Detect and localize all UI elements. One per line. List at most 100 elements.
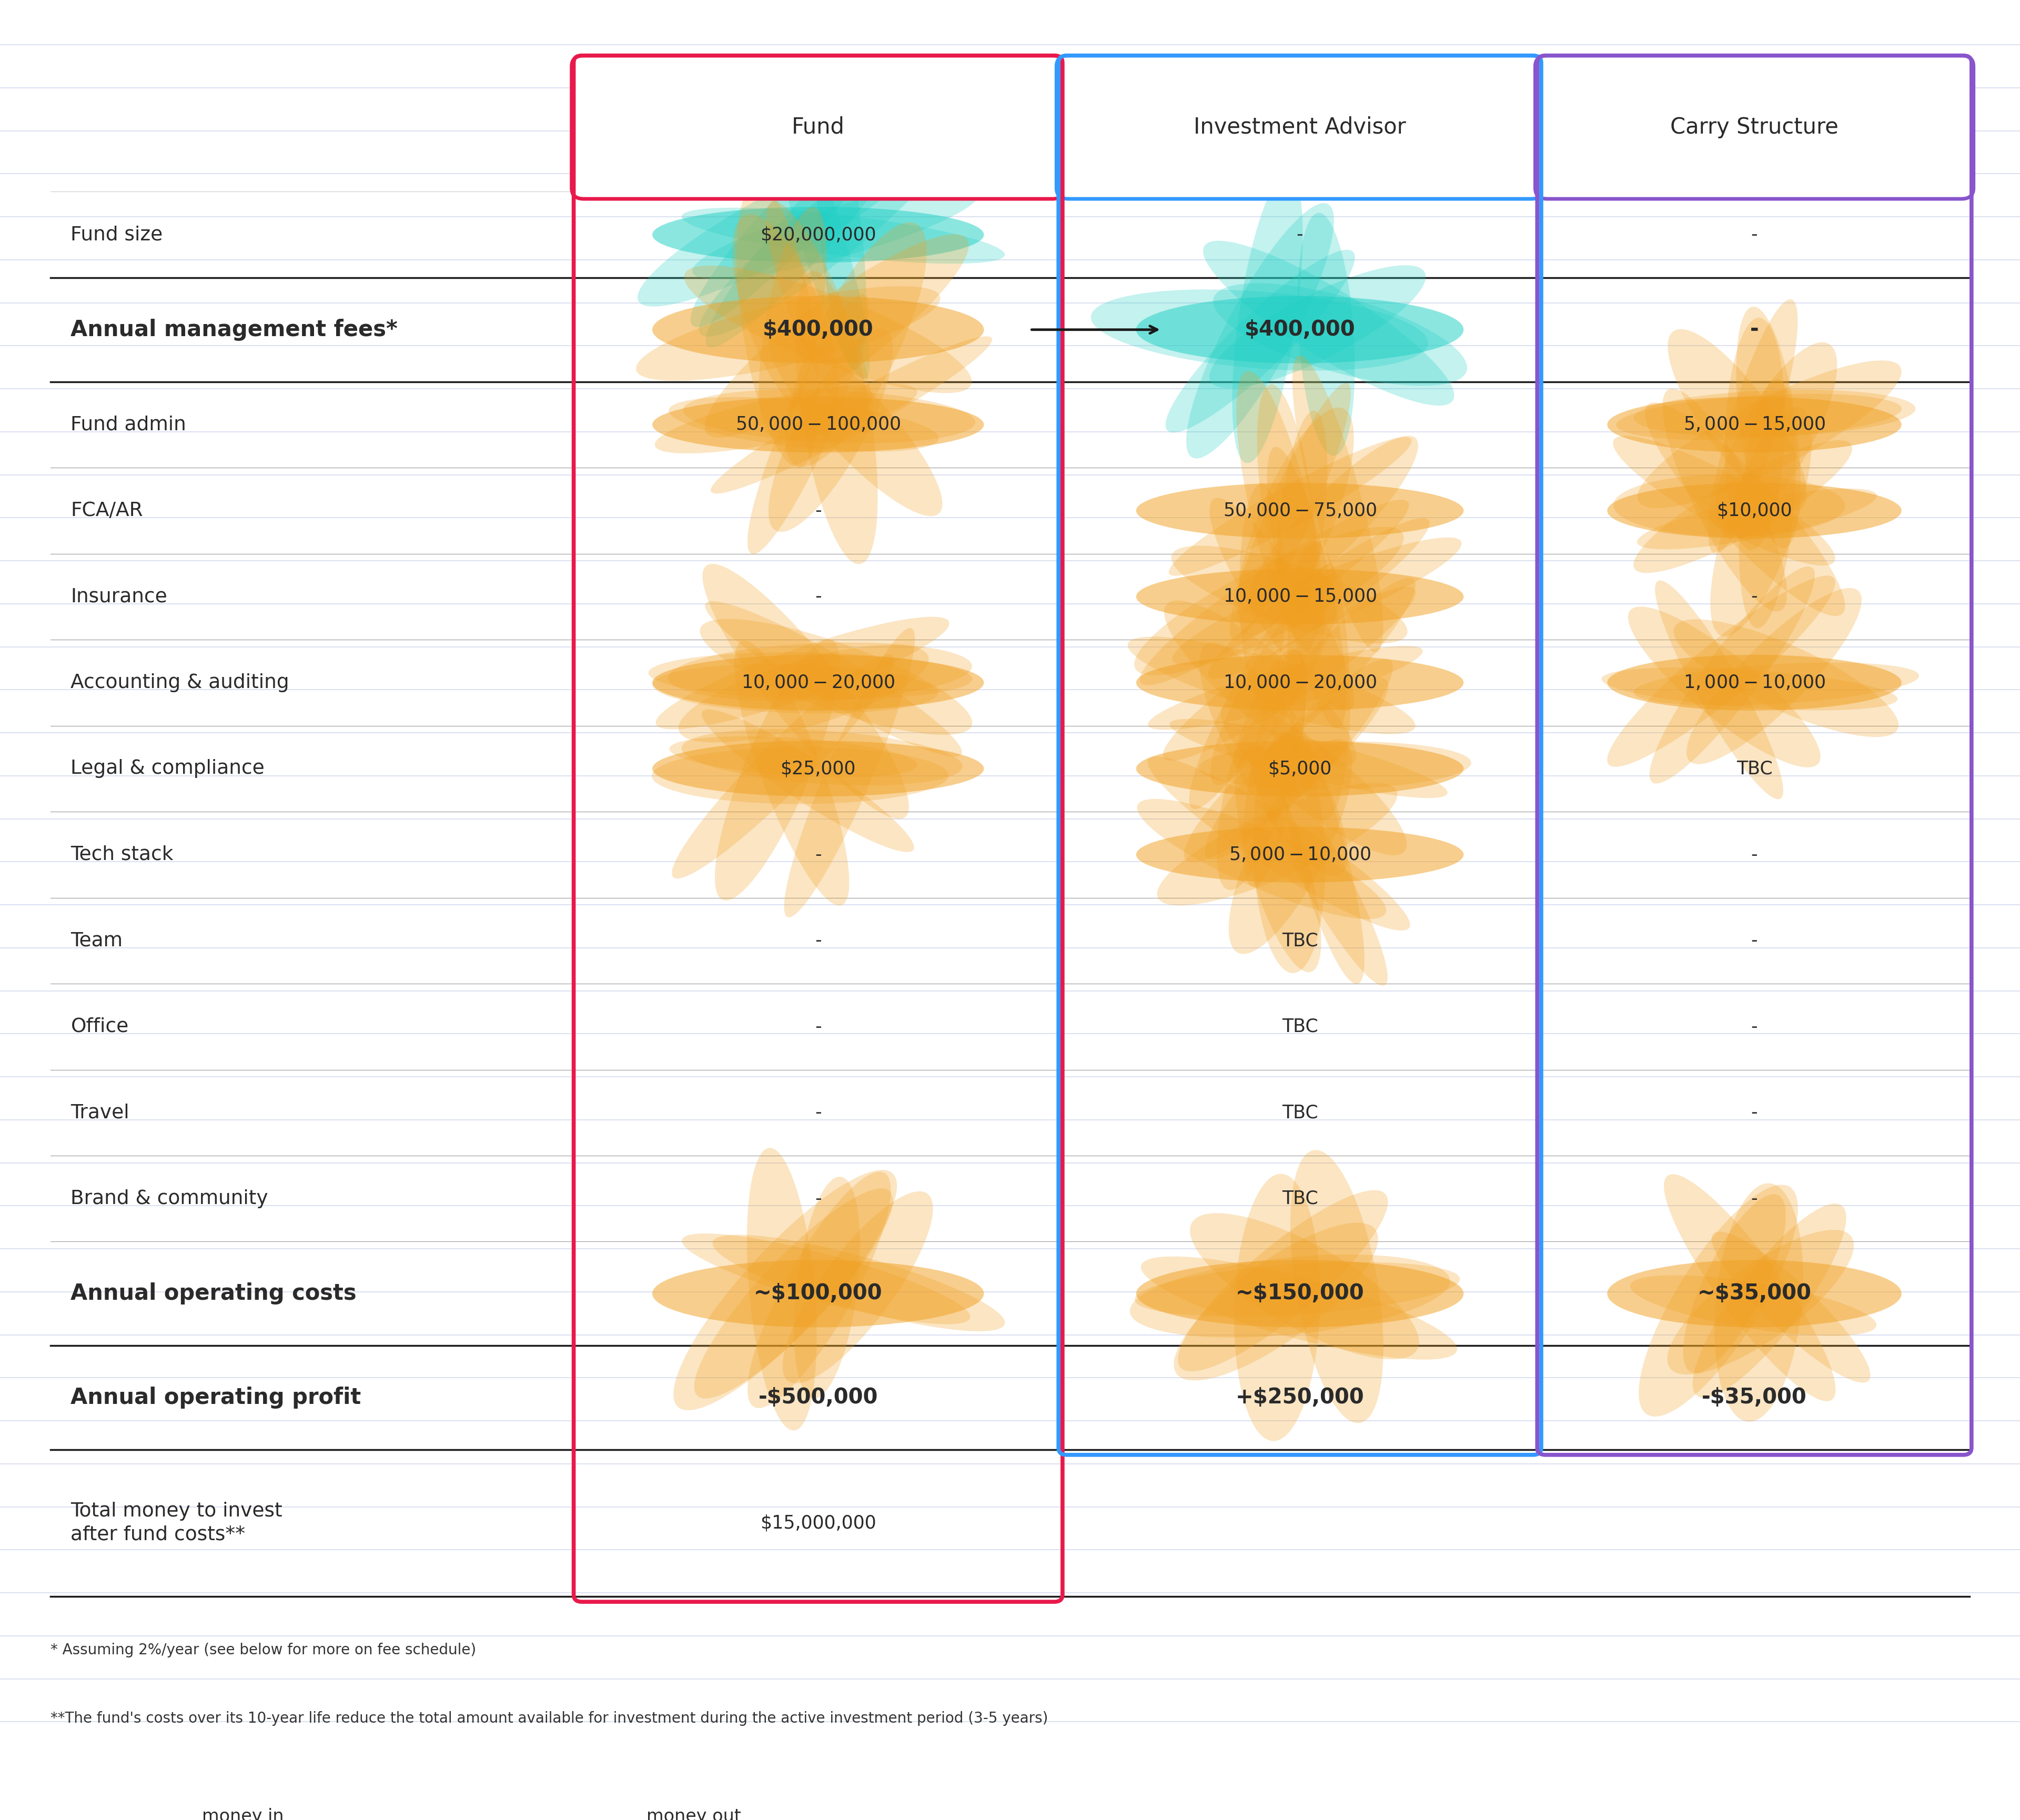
Ellipse shape: [1234, 753, 1321, 972]
Text: $10,000-$15,000: $10,000-$15,000: [1222, 588, 1378, 606]
Ellipse shape: [1210, 266, 1426, 388]
Ellipse shape: [1157, 783, 1398, 906]
Ellipse shape: [1135, 741, 1464, 797]
Ellipse shape: [679, 644, 929, 743]
Text: $400,000: $400,000: [764, 318, 873, 340]
Ellipse shape: [1669, 329, 1806, 511]
Ellipse shape: [715, 639, 840, 901]
Ellipse shape: [760, 207, 826, 437]
Ellipse shape: [1267, 448, 1345, 728]
Ellipse shape: [1630, 1276, 1877, 1336]
Text: Team: Team: [71, 932, 123, 950]
Ellipse shape: [42, 1796, 79, 1820]
Ellipse shape: [1135, 826, 1464, 883]
Ellipse shape: [713, 1234, 1004, 1330]
Ellipse shape: [1141, 1256, 1456, 1360]
Ellipse shape: [1170, 719, 1448, 797]
FancyBboxPatch shape: [36, 1807, 186, 1820]
Ellipse shape: [1178, 1190, 1388, 1370]
Ellipse shape: [1644, 402, 1844, 615]
Ellipse shape: [1240, 484, 1285, 701]
Ellipse shape: [1256, 384, 1317, 613]
Ellipse shape: [1232, 579, 1416, 770]
Ellipse shape: [1693, 1203, 1846, 1398]
Ellipse shape: [652, 664, 937, 713]
Ellipse shape: [1683, 1194, 1786, 1372]
Ellipse shape: [784, 628, 915, 917]
Ellipse shape: [652, 1259, 984, 1327]
Ellipse shape: [681, 207, 1004, 264]
Ellipse shape: [1236, 408, 1353, 635]
Ellipse shape: [782, 1192, 933, 1383]
Ellipse shape: [701, 710, 915, 852]
Text: $10,000-$20,000: $10,000-$20,000: [741, 673, 895, 692]
Ellipse shape: [1636, 488, 1877, 550]
Ellipse shape: [703, 564, 909, 819]
Text: -$500,000: -$500,000: [758, 1387, 879, 1409]
Ellipse shape: [699, 619, 972, 735]
Text: -: -: [814, 1017, 822, 1036]
Ellipse shape: [1739, 379, 1796, 628]
Ellipse shape: [1650, 566, 1814, 783]
Text: -: -: [1751, 1190, 1757, 1208]
Ellipse shape: [673, 1170, 897, 1410]
Text: Fund size: Fund size: [71, 226, 164, 244]
Ellipse shape: [1127, 637, 1416, 733]
Ellipse shape: [638, 146, 919, 306]
Ellipse shape: [1662, 388, 1788, 612]
Text: $10,000: $10,000: [1717, 502, 1792, 519]
Text: Insurance: Insurance: [71, 588, 168, 606]
Ellipse shape: [683, 1234, 970, 1325]
Ellipse shape: [691, 120, 887, 328]
Ellipse shape: [683, 389, 976, 444]
Text: $5,000-$15,000: $5,000-$15,000: [1683, 415, 1826, 433]
Text: Annual operating profit: Annual operating profit: [71, 1387, 362, 1409]
Text: Legal & compliance: Legal & compliance: [71, 759, 265, 779]
Text: ~$150,000: ~$150,000: [1236, 1283, 1364, 1305]
Ellipse shape: [1172, 537, 1462, 664]
Ellipse shape: [705, 235, 970, 437]
FancyBboxPatch shape: [1535, 56, 1974, 198]
Ellipse shape: [1687, 588, 1862, 764]
Ellipse shape: [1172, 546, 1408, 644]
Text: -: -: [1751, 932, 1757, 950]
Ellipse shape: [737, 184, 820, 468]
Text: $50,000-$75,000: $50,000-$75,000: [1222, 502, 1378, 519]
Ellipse shape: [770, 329, 943, 517]
Text: -: -: [814, 932, 822, 950]
Text: Investment Advisor: Investment Advisor: [1194, 116, 1406, 138]
Ellipse shape: [816, 102, 867, 369]
Ellipse shape: [669, 642, 972, 701]
Ellipse shape: [669, 397, 939, 451]
Ellipse shape: [1634, 440, 1852, 573]
Text: -: -: [1751, 1103, 1757, 1121]
Text: Fund admin: Fund admin: [71, 415, 186, 435]
Text: Brand & community: Brand & community: [71, 1188, 269, 1208]
Ellipse shape: [1135, 1259, 1464, 1327]
Text: $20,000,000: $20,000,000: [760, 226, 877, 244]
Ellipse shape: [636, 286, 939, 380]
Ellipse shape: [1214, 284, 1467, 386]
Ellipse shape: [1234, 1174, 1321, 1441]
Text: Annual operating costs: Annual operating costs: [71, 1283, 358, 1305]
Ellipse shape: [1147, 646, 1422, 730]
Ellipse shape: [652, 397, 984, 453]
Ellipse shape: [1135, 570, 1464, 624]
Text: * Assuming 2%/year (see below for more on fee schedule): * Assuming 2%/year (see below for more o…: [50, 1643, 477, 1658]
Ellipse shape: [786, 222, 927, 466]
Ellipse shape: [768, 329, 893, 531]
Text: ~$35,000: ~$35,000: [1697, 1283, 1812, 1305]
Text: ~$100,000: ~$100,000: [753, 1283, 883, 1305]
Ellipse shape: [1204, 240, 1454, 406]
Text: TBC: TBC: [1283, 1103, 1317, 1121]
Ellipse shape: [1135, 297, 1464, 364]
Ellipse shape: [1297, 213, 1355, 455]
Text: money out: money out: [646, 1807, 741, 1820]
Ellipse shape: [1735, 306, 1800, 548]
Text: Total money to invest
after fund costs**: Total money to invest after fund costs**: [71, 1502, 283, 1543]
Ellipse shape: [1277, 411, 1327, 632]
Ellipse shape: [1608, 397, 1901, 453]
Ellipse shape: [1709, 298, 1798, 553]
Ellipse shape: [1715, 1183, 1804, 1421]
Ellipse shape: [1711, 408, 1812, 637]
